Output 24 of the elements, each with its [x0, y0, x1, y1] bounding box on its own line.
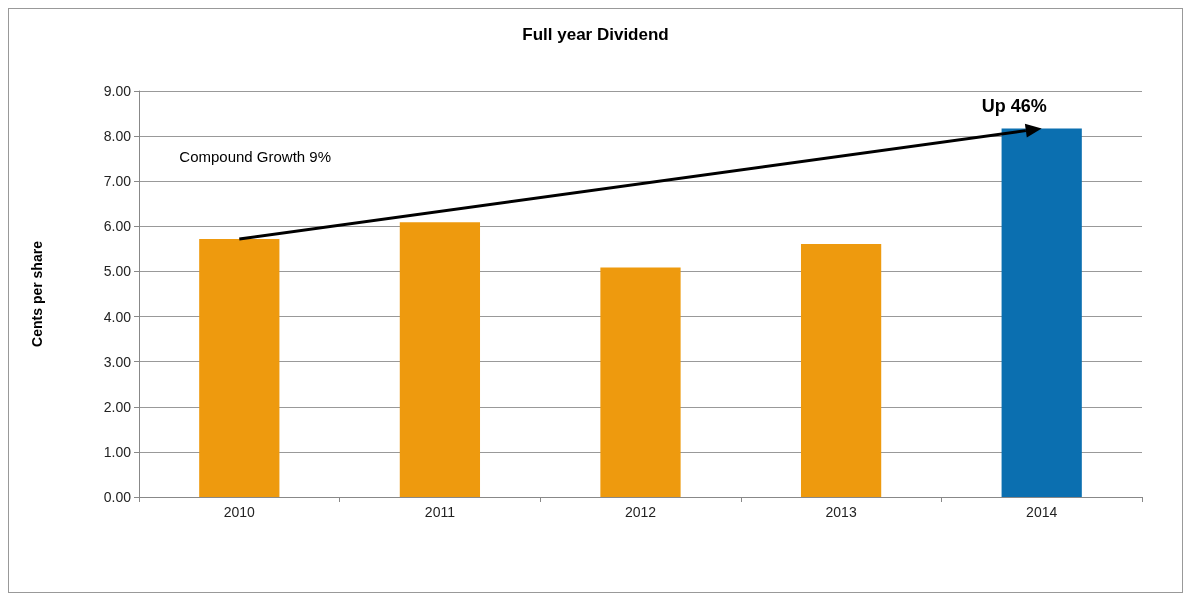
bar [199, 238, 280, 497]
bar [1001, 128, 1082, 497]
x-tick-label: 2011 [424, 504, 456, 520]
annotation: Up 46% [981, 96, 1047, 117]
bar [399, 222, 481, 497]
x-tick-label: 2013 [825, 504, 857, 520]
x-tick-label: 2010 [223, 504, 256, 520]
y-tick-label: 2.00 [103, 398, 132, 415]
y-axis-title: Cents per share [29, 240, 45, 347]
y-tick-label: 3.00 [103, 353, 132, 370]
y-tick-label: 6.00 [103, 218, 132, 235]
y-tick-label: 4.00 [103, 308, 132, 325]
x-tick-label: 2014 [1026, 504, 1058, 520]
y-tick-label: 7.00 [103, 173, 132, 190]
y-tick-label: 9.00 [103, 83, 132, 99]
y-tick-label: 5.00 [103, 263, 132, 280]
y-tick-label: 8.00 [103, 128, 132, 145]
x-tick-label: 2012 [624, 504, 657, 520]
annotation: Compound Growth 9% [179, 148, 332, 166]
chart-title: Full year Dividend [522, 25, 669, 44]
bar [600, 267, 681, 497]
bar [800, 243, 882, 497]
y-tick-label: 1.00 [103, 443, 132, 460]
y-tick-label: 0.00 [103, 489, 132, 505]
